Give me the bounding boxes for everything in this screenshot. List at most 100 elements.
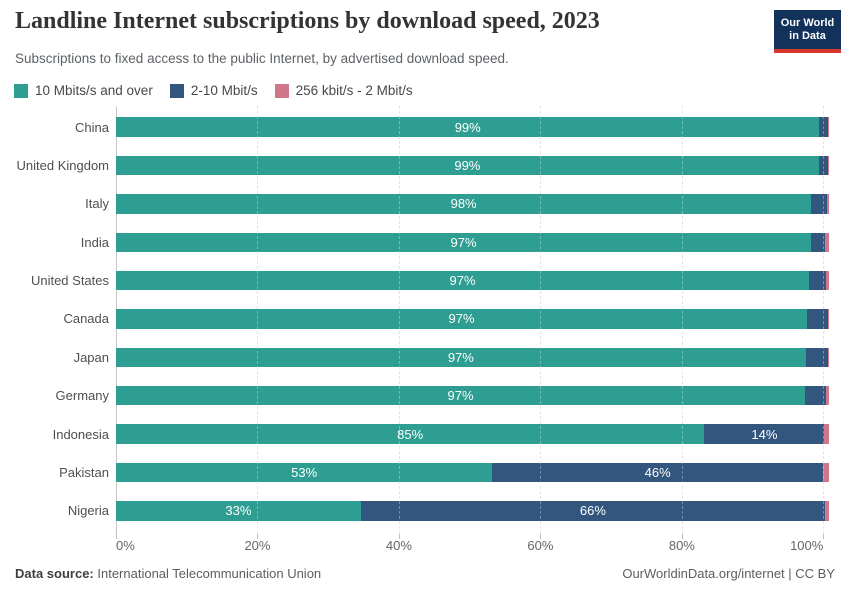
bar-segment-256-kbit-s-2-mbit-s [826,270,829,291]
bar-value-label: 98% [450,196,477,212]
chart-row-united-kingdom: United Kingdom 99% [0,146,829,184]
legend-label: 10 Mbits/s and over [35,83,153,98]
bar-segment-10-mbits-s-and-over: 85% [116,424,705,444]
country-label: Japan [73,349,109,365]
x-axis: 0% 20% 40% 60% 80% 100% [116,538,829,556]
x-tick-label-20: 20% [244,538,271,553]
chart-row-germany: Germany 97% [0,377,829,415]
axis-tick-0 [116,534,117,539]
chart-row-canada: Canada 97% [0,300,829,338]
bar-india: 97% [116,232,829,252]
chart-subtitle: Subscriptions to fixed access to the pub… [15,51,509,66]
legend-swatch-icon [169,83,184,98]
x-tick-label-60: 60% [527,538,554,553]
bar-segment-2-10-mbit-s [805,385,827,406]
legend-item-10-mbits-s-and-over: 10 Mbits/s and over [14,83,153,98]
chart-row-china: China 99% [0,108,829,146]
chart-row-japan: Japan 97% [0,338,830,376]
bar-segment-10-mbits-s-and-over: 53% [116,462,493,483]
bar-segment-2-10-mbit-s [809,270,827,291]
data-source-value: International Telecommunication Union [97,566,322,581]
bar-segment-256-kbit-s-2-mbit-s [826,385,829,406]
bar-value-label: 99% [454,119,481,135]
country-label: India [80,234,109,250]
bar-value-label: 14% [751,426,778,442]
bar-value-label: 97% [450,234,477,250]
owid-link[interactable]: OurWorldinData.org/internet | CC BY [622,566,835,581]
country-label: Indonesia [52,426,109,442]
bar-japan: 97% [116,347,830,368]
bar-segment-2-10-mbit-s: 46% [492,462,824,483]
owid-logo-line1: Our World [780,17,835,29]
bar-segment-256-kbit-s-2-mbit-s [827,347,830,368]
chart-row-united-states: United States 97% [0,261,829,299]
bar-segment-2-10-mbit-s [818,155,828,176]
legend-item-256-kbit-s-2-mbit-s: 256 kbit/s - 2 Mbit/s [274,83,413,98]
bar-canada: 97% [116,309,829,329]
country-label: United States [30,273,109,289]
bar-segment-10-mbits-s-and-over: 98% [116,194,812,214]
legend: 10 Mbits/s and over 2-10 Mbit/s 256 kbit/s… [14,83,413,98]
chart-row-italy: Italy 98% [0,185,829,223]
country-label: Pakistan [59,464,109,480]
bar-segment-2-10-mbit-s [807,309,828,329]
bar-segment-10-mbits-s-and-over: 99% [116,155,819,176]
bar-segment-256-kbit-s-2-mbit-s [827,117,829,137]
bar-value-label: 53% [291,464,318,480]
bar-nigeria: 33% 66% [116,501,829,521]
axis-tick-40 [398,534,400,539]
x-tick-label-100: 100% [790,538,824,553]
owid-logo[interactable]: Our World in Data [774,10,841,53]
bar-segment-2-10-mbit-s [811,232,825,252]
chart-row-indonesia: Indonesia 85% 14% [0,415,829,453]
bar-segment-2-10-mbit-s [811,194,827,214]
chart-rows: China 99% United Kingdom 99% Italy 98% India 97… [0,108,830,530]
bar-segment-10-mbits-s-and-over: 97% [116,347,806,368]
bar-italy: 98% [116,194,829,214]
bar-value-label: 97% [449,273,476,289]
bar-segment-256-kbit-s-2-mbit-s [824,424,829,444]
country-label: Italy [85,196,109,212]
bar-germany: 97% [116,385,829,406]
bar-value-label: 85% [397,426,424,442]
axis-tick-20 [257,534,259,539]
bar-segment-2-10-mbit-s [819,117,828,137]
owid-logo-line2: in Data [789,30,826,42]
bar-segment-256-kbit-s-2-mbit-s [826,194,829,214]
bar-value-label: 97% [447,388,474,404]
bar-segment-256-kbit-s-2-mbit-s [827,155,829,176]
x-tick-label-80: 80% [668,538,695,553]
bar-indonesia: 85% 14% [116,424,829,444]
country-label: China [75,119,109,135]
chart-row-pakistan: Pakistan 53% 46% [0,453,829,491]
bar-segment-256-kbit-s-2-mbit-s [825,501,829,521]
chart-row-nigeria: Nigeria 33% 66% [0,492,829,530]
bar-value-label: 97% [447,349,474,365]
country-label: Germany [55,388,109,404]
chart-row-india: India 97% [0,223,829,261]
bar-segment-10-mbits-s-and-over: 33% [116,501,361,521]
x-tick-label-40: 40% [385,538,412,553]
bar-segment-10-mbits-s-and-over: 97% [116,385,805,406]
bar-value-label: 33% [225,503,252,519]
axis-tick-80 [681,534,683,539]
axis-tick-60 [540,534,542,539]
country-label: Nigeria [67,503,109,519]
bar-segment-2-10-mbit-s [805,347,828,368]
bar-segment-2-10-mbit-s: 66% [360,501,826,521]
bar-segment-2-10-mbit-s: 14% [704,424,825,444]
axis-tick-100 [823,534,825,539]
bar-segment-256-kbit-s-2-mbit-s [827,309,829,329]
bar-value-label: 99% [454,158,481,174]
x-tick-label-0: 0% [116,538,135,553]
page-title: Landline Internet subscriptions by downl… [15,8,600,34]
bar-pakistan: 53% 46% [116,462,829,483]
country-label: United Kingdom [16,158,110,174]
bar-segment-10-mbits-s-and-over: 97% [116,270,810,291]
bar-segment-10-mbits-s-and-over: 99% [116,117,820,137]
bar-segment-10-mbits-s-and-over: 97% [116,309,808,329]
legend-label: 256 kbit/s - 2 Mbit/s [295,83,413,98]
bar-value-label: 97% [448,311,475,327]
bar-united-states: 97% [116,270,829,291]
